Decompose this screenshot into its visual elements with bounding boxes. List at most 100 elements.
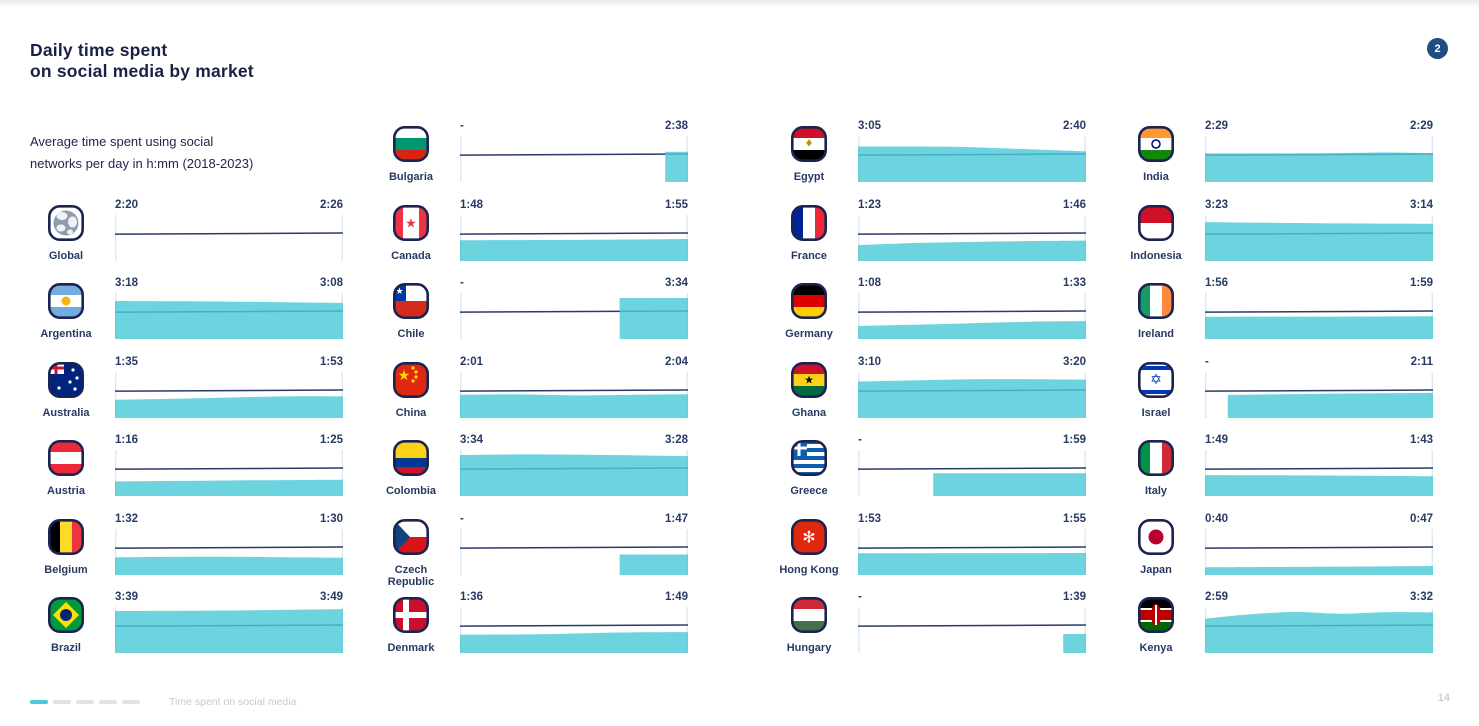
italy-flag-icon — [1137, 439, 1175, 477]
chart-block: 3:05 2:40 — [857, 120, 1087, 182]
start-value-label: 3:39 — [115, 591, 139, 603]
chart-block: 1:36 1:49 — [459, 591, 689, 653]
mini-area-chart — [459, 214, 689, 261]
chart-block: 1:08 1:33 — [857, 277, 1087, 339]
value-labels: - 2:38 — [460, 120, 688, 136]
market-card-hong-kong: ✻ Hong Kong 1:53 1:55 — [773, 513, 1093, 579]
country-label: India — [1143, 171, 1169, 183]
chart-block: 3:39 3:49 — [114, 591, 344, 653]
market-card-global: Global 2:20 2:26 — [30, 199, 350, 265]
israel-flag-icon: ✡ — [1137, 361, 1175, 398]
value-labels: 3:23 3:14 — [1205, 199, 1433, 215]
flag-block: Ireland — [1120, 282, 1192, 340]
country-label: Canada — [391, 249, 431, 262]
value-labels: - 1:47 — [460, 513, 688, 529]
start-value-label: 2:01 — [460, 355, 484, 368]
chart-block: 1:53 1:55 — [857, 512, 1087, 575]
flag-block: ✻ Hong Kong — [773, 518, 845, 576]
chart-block: 3:10 3:20 — [857, 356, 1087, 418]
market-card-germany: Germany 1:08 1:33 — [773, 277, 1093, 343]
end-value-label: 2:38 — [664, 120, 688, 132]
value-labels: 1:08 1:33 — [858, 277, 1086, 293]
value-labels: 2:59 3:32 — [1205, 591, 1433, 607]
mini-area-chart — [459, 371, 689, 418]
belgium-flag-icon — [47, 518, 85, 555]
country-label: Bulgaria — [388, 171, 433, 183]
market-card-greece: Greece - 1:59 — [773, 434, 1093, 500]
czech-republic-flag-icon — [392, 518, 430, 555]
country-label: Italy — [1144, 485, 1167, 497]
end-value-label: 1:43 — [1409, 434, 1433, 446]
start-value-label: 1:56 — [1205, 277, 1229, 289]
end-value-label: 3:08 — [319, 277, 343, 289]
start-value-label: 3:05 — [858, 120, 882, 132]
country-label: Global — [48, 249, 84, 262]
flag-block: Bulgaria — [375, 125, 447, 183]
australia-flag-icon — [47, 361, 85, 398]
start-value-label: 2:59 — [1205, 591, 1229, 603]
japan-flag-icon — [1137, 518, 1175, 555]
slide-dash-3[interactable] — [76, 700, 94, 704]
mini-area-chart — [857, 607, 1087, 653]
mini-area-chart — [459, 528, 689, 575]
end-value-label: 2:29 — [1409, 120, 1433, 132]
mini-area-chart — [857, 528, 1087, 575]
slide-dash-5[interactable] — [122, 700, 140, 704]
flag-block: Global — [30, 204, 102, 262]
market-card-australia: Australia 1:35 1:53 — [30, 356, 350, 422]
country-label: Czech Republic — [387, 563, 435, 588]
end-value-label: 1:59 — [1409, 277, 1433, 289]
mini-area-chart — [114, 371, 344, 418]
flag-block: ♦ Egypt — [773, 125, 845, 183]
start-value-label: 1:53 — [858, 512, 882, 525]
end-value-label: 1:53 — [319, 355, 343, 368]
end-value-label: 1:47 — [664, 512, 688, 525]
flag-block: Denmark — [375, 596, 447, 654]
slide-dash-2[interactable] — [53, 700, 71, 704]
end-value-label: 3:28 — [664, 434, 688, 446]
mini-area-chart — [1204, 607, 1434, 653]
country-label: Ireland — [1137, 328, 1175, 340]
end-value-label: 1:55 — [664, 198, 688, 211]
market-card-colombia: Colombia 3:34 3:28 — [375, 434, 695, 500]
market-card-china: ★ China 2:01 2:04 — [375, 356, 695, 422]
flag-block: ★ China — [375, 361, 447, 419]
bulgaria-flag-icon — [392, 125, 430, 163]
value-labels: - 1:39 — [858, 591, 1086, 607]
start-value-label: 0:40 — [1205, 512, 1229, 525]
country-label: Indonesia — [1130, 249, 1182, 262]
ireland-flag-icon — [1137, 282, 1175, 320]
chart-block: 1:49 1:43 — [1204, 434, 1434, 496]
flag-block: Kenya — [1120, 596, 1192, 654]
mini-area-chart — [1204, 293, 1434, 339]
argentina-flag-icon — [47, 282, 85, 320]
mini-area-chart — [1204, 450, 1434, 496]
country-label: Australia — [42, 406, 90, 419]
ghana-flag-icon: ★ — [790, 361, 828, 398]
market-card-israel: ✡ Israel - 2:11 — [1120, 356, 1440, 422]
end-value-label: 3:32 — [1409, 591, 1433, 603]
country-label: Colombia — [385, 485, 437, 497]
value-labels: 0:40 0:47 — [1205, 513, 1433, 529]
globe-icon — [47, 204, 85, 241]
slide-dash-1[interactable] — [30, 700, 48, 704]
start-value-label: 1:08 — [858, 277, 882, 289]
svg-text:♦: ♦ — [805, 139, 814, 150]
chart-block: 1:16 1:25 — [114, 434, 344, 496]
mini-area-chart — [459, 136, 689, 182]
flag-block: Italy — [1120, 439, 1192, 497]
market-card-france: France 1:23 1:46 — [773, 199, 1093, 265]
legend-label: Time spent on social media — [169, 696, 297, 708]
germany-flag-icon — [790, 282, 828, 320]
chart-block: 2:59 3:32 — [1204, 591, 1434, 653]
mini-area-chart — [114, 607, 344, 653]
end-value-label: 1:49 — [664, 591, 688, 603]
mini-area-chart — [114, 214, 344, 261]
mini-area-chart — [1204, 214, 1434, 261]
mini-area-chart — [114, 293, 344, 339]
slide-dash-4[interactable] — [99, 700, 117, 704]
mini-area-chart — [1204, 371, 1434, 418]
market-card-italy: Italy 1:49 1:43 — [1120, 434, 1440, 500]
end-value-label: 1:30 — [319, 512, 343, 525]
value-labels: 1:36 1:49 — [460, 591, 688, 607]
